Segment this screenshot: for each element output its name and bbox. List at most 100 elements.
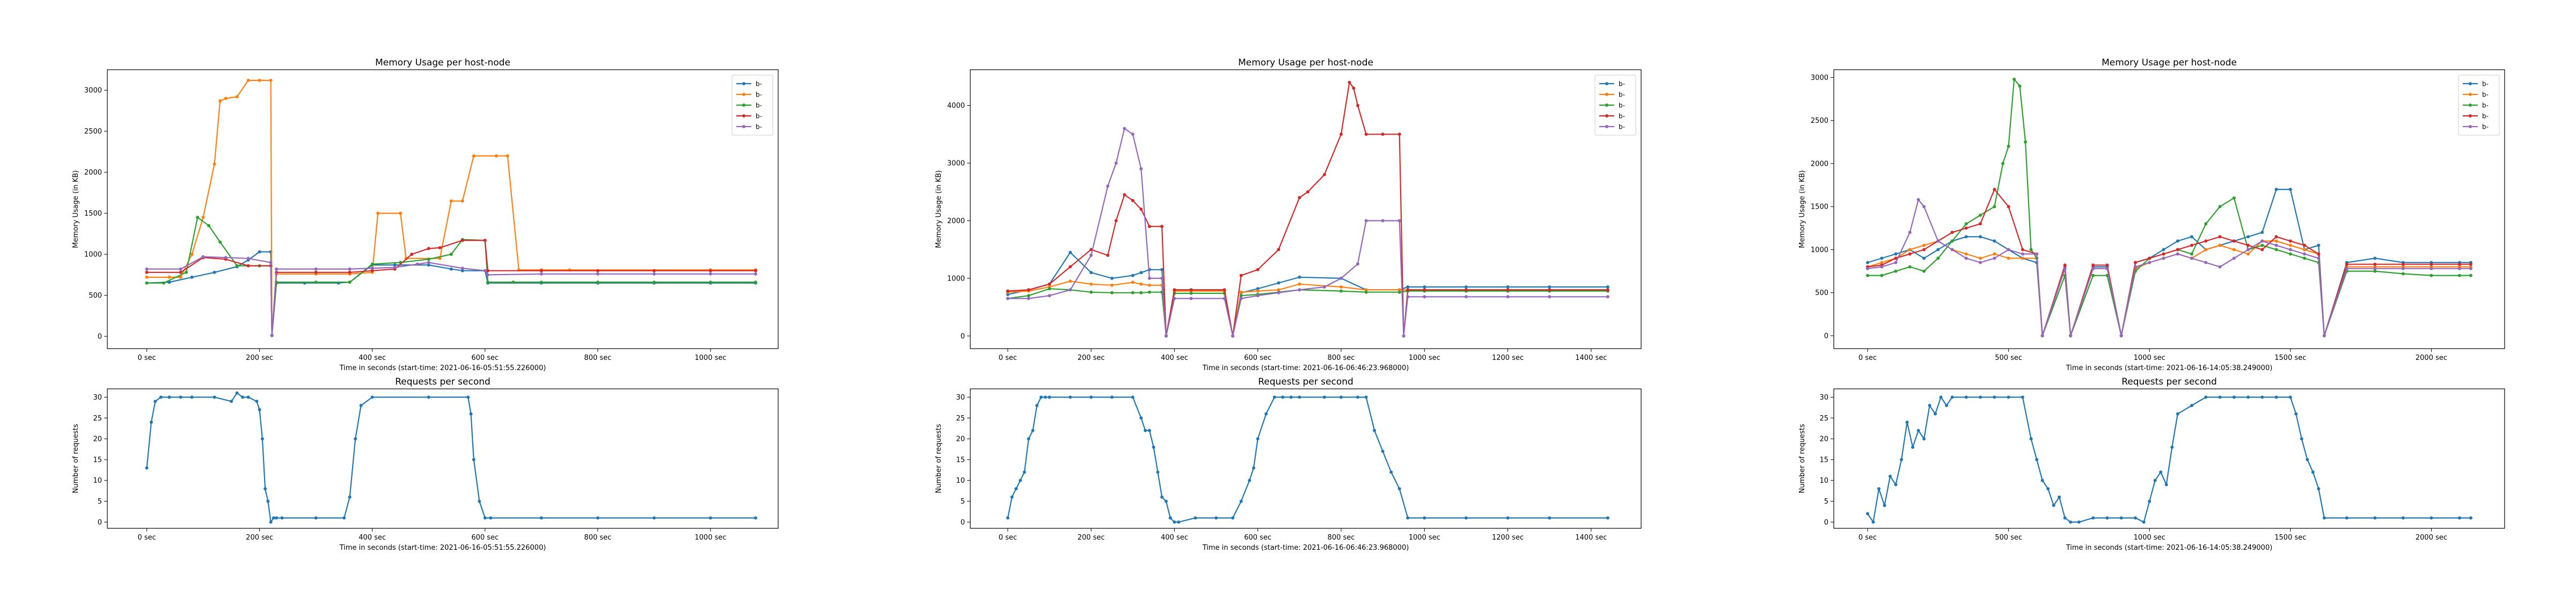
series-4	[1006, 80, 1609, 338]
y-tick-label: 15	[956, 456, 965, 464]
data-point	[2063, 263, 2067, 267]
data-point	[218, 240, 222, 244]
data-point	[2274, 244, 2278, 247]
data-point	[1089, 271, 1093, 275]
data-point	[1027, 288, 1030, 292]
data-point	[427, 257, 430, 261]
x-tick-label: 2000 sec	[2416, 534, 2447, 542]
data-point	[2401, 516, 2405, 520]
x-tick-label: 1000 sec	[1409, 354, 1440, 362]
x-axis-label: Time in seconds (start-time: 2021-06-16-…	[2066, 364, 2273, 372]
data-point	[2134, 261, 2137, 264]
data-point	[269, 520, 273, 524]
data-point	[258, 408, 261, 411]
data-point	[1889, 475, 1892, 478]
data-point	[2218, 235, 2222, 239]
data-point	[483, 516, 487, 520]
data-point	[2232, 196, 2236, 200]
data-point	[1069, 279, 1072, 283]
data-point	[2303, 256, 2307, 260]
data-point	[1160, 268, 1164, 271]
y-tick-label: 4000	[947, 102, 965, 110]
y-axis-label: Number of requests	[72, 424, 80, 493]
chart-2: Requests per second Time in seconds (star…	[72, 377, 779, 552]
data-point	[1883, 504, 1886, 507]
data-point	[1069, 250, 1072, 254]
data-point	[1397, 290, 1401, 294]
data-point	[427, 263, 430, 267]
data-point	[652, 516, 656, 520]
data-point	[1979, 261, 1982, 264]
data-point	[596, 281, 599, 284]
data-point	[1040, 395, 1043, 399]
legend-label: b-	[1619, 113, 1625, 120]
data-point	[1277, 248, 1280, 252]
data-point	[1397, 132, 1401, 136]
data-point	[2345, 267, 2348, 270]
data-point	[1277, 288, 1280, 292]
data-point	[1189, 291, 1193, 295]
plot-area	[145, 78, 757, 337]
data-point	[1871, 520, 1875, 524]
data-point	[1298, 275, 1301, 279]
data-point	[2012, 77, 2016, 81]
data-point	[1866, 512, 1869, 515]
data-point	[190, 253, 194, 256]
y-tick-label: 0	[961, 333, 965, 341]
data-point	[1364, 395, 1368, 399]
x-tick-label: 0 sec	[999, 534, 1017, 542]
data-point	[2260, 395, 2264, 399]
data-point	[1106, 254, 1110, 257]
data-point	[2218, 395, 2222, 399]
data-point	[2119, 334, 2123, 337]
data-point	[1048, 294, 1051, 298]
x-tick-label: 400 sec	[358, 534, 386, 542]
data-point	[1022, 470, 1026, 474]
x-axis-label: Time in seconds (start-time: 2021-06-16-…	[339, 364, 546, 372]
data-point	[1089, 254, 1093, 257]
legend-frame	[731, 75, 773, 136]
data-point	[1936, 239, 1940, 243]
data-point	[1239, 499, 1243, 503]
data-point	[1027, 297, 1030, 300]
data-point	[1506, 285, 1510, 289]
data-point	[246, 264, 250, 268]
legend-marker	[2469, 104, 2472, 107]
data-point	[224, 256, 228, 260]
data-point	[2345, 516, 2348, 520]
chart-5: Memory Usage per host-node Time in second…	[1798, 57, 2505, 372]
data-point	[2040, 478, 2044, 482]
data-point	[314, 267, 318, 271]
y-tick-label: 0	[1824, 519, 1828, 527]
series-line	[1867, 189, 2471, 336]
data-point	[1402, 334, 1406, 338]
data-point	[1231, 516, 1235, 520]
data-point	[2232, 239, 2236, 243]
data-point	[1606, 285, 1609, 289]
data-point	[1160, 225, 1164, 228]
x-tick-label: 200 sec	[1078, 354, 1105, 362]
data-point	[1231, 334, 1235, 338]
data-point	[1908, 248, 1912, 252]
data-point	[1139, 291, 1143, 294]
data-point	[2232, 248, 2236, 252]
y-tick-label: 1000	[947, 275, 965, 283]
data-point	[1019, 478, 1022, 482]
chart-3: Memory Usage per host-node Time in second…	[935, 57, 1642, 372]
x-axis-label: Time in seconds (start-time: 2021-06-16-…	[1202, 544, 1409, 552]
data-point	[2260, 244, 2264, 247]
data-point	[1089, 395, 1093, 399]
data-point	[241, 395, 245, 399]
legend: b-b-b-b-b-	[731, 75, 773, 136]
y-tick-label: 5	[98, 498, 102, 506]
data-point	[2007, 205, 2010, 209]
data-point	[2288, 244, 2292, 247]
data-point	[2317, 244, 2321, 247]
y-tick-label: 20	[1819, 436, 1828, 444]
data-point	[1340, 289, 1343, 293]
data-point	[1936, 256, 1940, 260]
data-point	[2091, 516, 2095, 520]
y-tick-label: 3000	[947, 160, 965, 168]
y-tick-label: 0	[1824, 332, 1828, 340]
data-point	[483, 269, 487, 272]
